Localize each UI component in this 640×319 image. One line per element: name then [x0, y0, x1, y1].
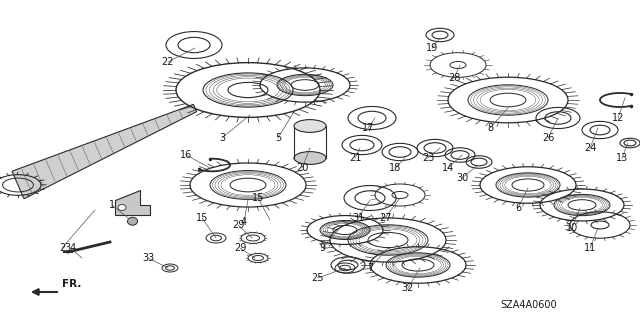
Text: 9: 9	[319, 243, 325, 253]
Text: 1: 1	[109, 200, 115, 210]
Text: 24: 24	[584, 143, 596, 153]
Text: 14: 14	[442, 163, 454, 173]
Text: 6: 6	[515, 203, 521, 213]
Text: 10: 10	[566, 223, 578, 233]
Text: 7: 7	[367, 263, 373, 273]
Text: 27: 27	[379, 213, 391, 223]
Text: 11: 11	[584, 243, 596, 253]
Text: 29: 29	[232, 220, 244, 230]
Ellipse shape	[294, 120, 326, 132]
Text: 25: 25	[312, 273, 324, 283]
Text: 29: 29	[234, 243, 246, 253]
Text: SZA4A0600: SZA4A0600	[500, 300, 557, 310]
Text: 22: 22	[162, 57, 174, 67]
Text: 12: 12	[612, 113, 624, 123]
Text: 4: 4	[241, 217, 247, 227]
Text: 15: 15	[252, 193, 264, 203]
Text: 20: 20	[296, 163, 308, 173]
Text: 26: 26	[542, 133, 554, 143]
Text: 8: 8	[487, 123, 493, 133]
Text: 19: 19	[426, 43, 438, 53]
Text: 34: 34	[64, 243, 76, 253]
Text: 2: 2	[59, 243, 65, 253]
Text: FR.: FR.	[62, 279, 81, 289]
Text: 33: 33	[142, 253, 154, 263]
Polygon shape	[12, 104, 196, 199]
Text: 28: 28	[448, 73, 460, 83]
Ellipse shape	[118, 204, 126, 211]
Text: 30: 30	[456, 173, 468, 183]
Polygon shape	[115, 190, 150, 215]
Text: 15: 15	[196, 213, 208, 223]
Text: 31: 31	[352, 213, 364, 223]
Text: 16: 16	[180, 150, 192, 160]
Text: 5: 5	[275, 133, 281, 143]
Text: 21: 21	[349, 153, 361, 163]
Ellipse shape	[294, 152, 326, 164]
Text: 23: 23	[422, 153, 434, 163]
Ellipse shape	[127, 217, 138, 225]
Text: 3: 3	[219, 133, 225, 143]
Text: 13: 13	[616, 153, 628, 163]
Text: 18: 18	[389, 163, 401, 173]
Text: 32: 32	[402, 283, 414, 293]
Text: 17: 17	[362, 123, 374, 133]
